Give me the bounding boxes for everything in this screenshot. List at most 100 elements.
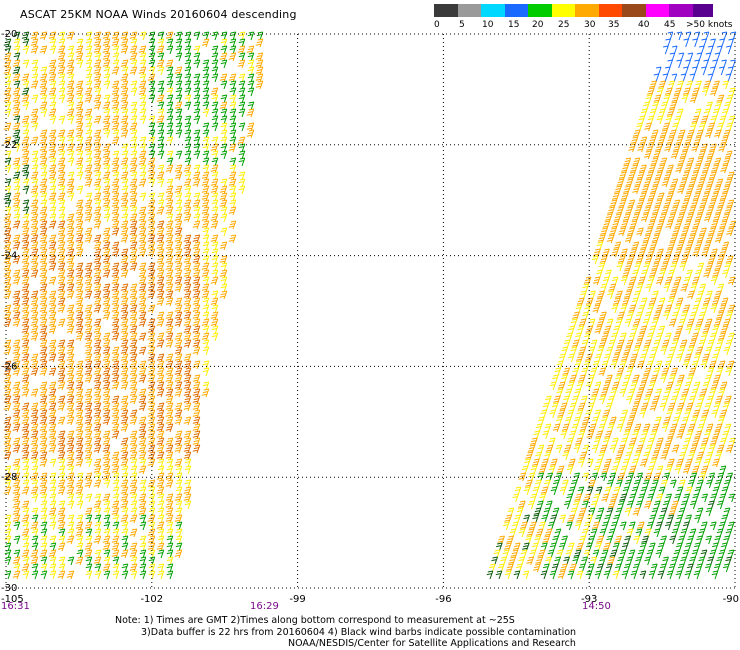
wind-barb [58,73,66,83]
wind-barb [66,31,75,41]
wind-barb [102,185,111,195]
wind-barb [202,80,210,90]
wind-barb [711,164,719,174]
wind-barb [621,164,629,174]
wind-barb [75,444,84,454]
wind-barb [39,129,48,139]
wind-barb [85,52,93,62]
wind-barb [93,444,102,454]
wind-barb [156,115,165,125]
wind-barb [255,73,264,83]
wind-barb [192,304,201,314]
wind-barb [238,157,246,167]
wind-barb [129,332,138,342]
wind-barb [649,542,656,552]
wind-barb [48,367,57,377]
wind-barb [691,465,700,475]
wind-barb [686,430,694,440]
wind-barb [75,402,84,412]
wind-barb [39,304,48,314]
wind-barb [174,374,183,384]
wind-barb [157,507,165,517]
wind-barb [40,108,48,118]
wind-barb [4,45,12,55]
wind-barb [238,185,246,195]
wind-barb [193,143,201,153]
wind-barb [700,465,709,475]
wind-barb [674,465,682,475]
wind-barb [58,115,66,125]
wind-barb [727,276,736,286]
wind-barb [111,549,120,559]
wind-barb [66,346,75,356]
wind-barb [238,87,246,97]
wind-barb [13,80,21,90]
wind-barb [111,283,120,293]
wind-barb [671,339,679,349]
wind-barb [550,514,557,524]
wind-barb [30,549,39,559]
wind-barb [730,31,737,41]
wind-barb [93,367,102,377]
wind-barb [129,241,138,251]
wind-barb [658,542,665,552]
wind-barb [21,227,30,237]
wind-barb [193,87,201,97]
wind-barb [710,66,716,76]
wind-barb [682,416,689,426]
wind-barb [627,199,636,209]
wind-barb [506,563,514,573]
wind-barb [192,311,201,321]
wind-barb [84,199,93,209]
wind-barb [102,332,111,342]
wind-barb [712,353,719,363]
wind-barb [631,402,640,412]
wind-barb [138,206,147,216]
wind-barb [539,521,546,531]
wind-barb [21,451,30,461]
wind-barb [40,514,48,524]
wind-barb [57,416,66,426]
wind-barb [723,535,730,545]
wind-barb [129,297,138,307]
wind-barb [671,73,678,83]
wind-barb [692,220,701,230]
wind-barb [156,59,165,69]
wind-barb [672,227,680,237]
wind-barb [102,409,111,419]
wind-barb [694,430,703,440]
wind-barb [175,45,183,55]
wind-barb [708,444,716,454]
wind-barb [30,262,39,272]
wind-barb [165,367,174,377]
wind-barb [48,255,57,265]
wind-barb [57,269,66,279]
wind-barb [700,549,708,559]
wind-barb [12,458,21,468]
wind-barb [111,122,120,132]
wind-barb [718,304,727,314]
wind-barb [642,423,651,433]
wind-barb [30,199,39,209]
wind-barb [679,150,688,160]
wind-barb [85,73,93,83]
wind-barb [174,493,183,503]
wind-barb [674,248,682,258]
wind-barb [650,129,659,139]
wind-barb [639,570,647,580]
wind-barb [184,38,192,48]
wind-barb [156,479,165,489]
wind-barb [591,388,600,398]
wind-barb [192,255,201,265]
wind-barb [3,94,12,104]
wind-barb [710,248,718,258]
wind-barb [129,360,138,370]
wind-barb [681,94,689,104]
wind-barb [504,570,512,580]
wind-barb [643,479,650,489]
wind-barb [120,360,129,370]
wind-barb [31,150,39,160]
wind-barb [30,241,39,251]
wind-barb [30,318,39,328]
wind-barb [649,486,657,496]
